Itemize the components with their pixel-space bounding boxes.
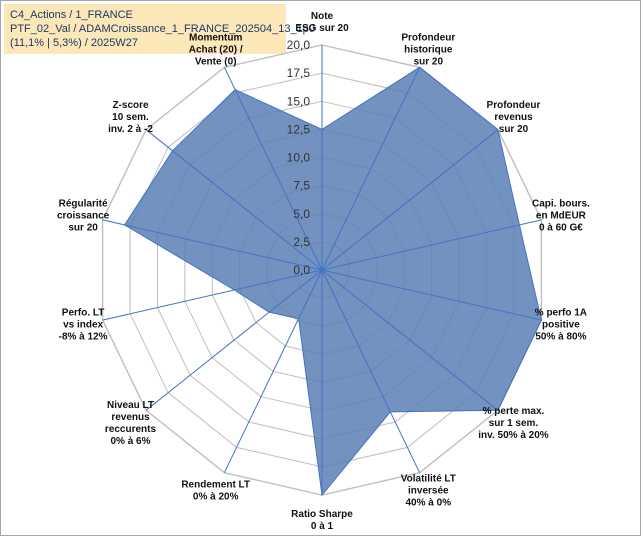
axis-spoke-9 xyxy=(223,269,323,473)
info-line-2: PTF_02_Val / ADAMCroissance_1_FRANCE_202… xyxy=(10,23,315,35)
axis-spoke-4 xyxy=(321,219,542,271)
axis-spoke-14 xyxy=(223,67,323,271)
axis-label-line: -8% à 12% xyxy=(59,332,108,343)
axis-label-line: Rendement LT xyxy=(181,480,250,491)
axis-label-line: Profondeur xyxy=(401,32,455,43)
axis-label-line: % perte max. xyxy=(483,406,545,417)
tick-label: 5,0 xyxy=(293,207,310,221)
axis-label-line: Achat (20) / xyxy=(189,44,243,55)
tick-label: 10,0 xyxy=(287,151,311,165)
axis-label-line: 40% à 0% xyxy=(406,498,452,509)
axis-label-3: Profondeur revenus sur 20 xyxy=(487,100,541,135)
axis-label-line: inv. 50% à 20% xyxy=(478,430,549,441)
axis-label-line: sur 20 xyxy=(414,56,444,67)
axis-label-line: sur 1 sem. xyxy=(489,418,539,429)
axis-label-line: Note xyxy=(311,11,334,22)
axis-label-2: Profondeur historique sur 20 xyxy=(401,32,455,67)
radar-ticks: 0,0 2,5 5,0 7,5 10,0 12,5 15,0 17,5 20,0 xyxy=(287,38,311,277)
axis-label-line: en MdEUR xyxy=(536,211,587,222)
axis-label-line: croissance xyxy=(57,211,110,222)
axis-spoke-5 xyxy=(321,269,542,321)
axis-label-10: Niveau LT revenus reccurents 0% à 6% xyxy=(105,400,157,447)
axis-label-line: Ratio Sharpe xyxy=(291,509,353,520)
axis-spoke-2 xyxy=(321,67,421,271)
axis-label-line: ESG sur 20 xyxy=(295,23,349,34)
axis-label-line: Capi. bours. xyxy=(532,199,590,210)
axis-label-13: Z-score 10 sem. inv. 2 à -2 xyxy=(108,100,153,135)
info-line-3: (11,1% | 5,3%) / 2025W27 xyxy=(10,37,138,49)
axis-label-line: Profondeur xyxy=(487,100,541,111)
axis-label-line: Z-score xyxy=(112,100,149,111)
axis-label-5: % perfo 1A positive 50% à 80% xyxy=(535,308,587,343)
info-line-1: C4_Actions / 1_FRANCE xyxy=(10,9,133,21)
tick-label: 15,0 xyxy=(287,94,311,108)
axis-label-6: % perte max. sur 1 sem. inv. 50% à 20% xyxy=(478,406,549,441)
axis-label-line: Momentum xyxy=(189,32,242,43)
axis-spoke-7 xyxy=(321,269,421,473)
axis-label-9: Rendement LT 0% à 20% xyxy=(181,480,250,503)
axis-label-line: Vente (0) xyxy=(195,56,237,67)
tick-label: 20,0 xyxy=(287,38,311,52)
axis-label-line: % perfo 1A xyxy=(535,308,587,319)
tick-label: 12,5 xyxy=(287,122,311,136)
axis-label-line: historique xyxy=(404,44,453,55)
axis-label-12: Régularité croissance sur 20 xyxy=(57,199,110,234)
axis-label-1: Note ESG sur 20 xyxy=(295,11,349,34)
axis-label-line: reccurents xyxy=(105,424,157,435)
axis-label-line: Niveau LT xyxy=(107,400,154,411)
axis-label-line: positive xyxy=(542,320,580,331)
axis-label-line: 0% à 20% xyxy=(193,492,239,503)
axis-label-line: Volatilité LT xyxy=(401,474,456,485)
info-box: C4_Actions / 1_FRANCE PTF_02_Val / ADAMC… xyxy=(4,4,315,54)
axis-label-line: revenus xyxy=(494,112,533,123)
axis-label-line: 0% à 6% xyxy=(110,436,150,447)
axis-spoke-6 xyxy=(321,269,499,411)
axis-label-14: Momentum Achat (20) / Vente (0) xyxy=(189,32,243,67)
axis-label-11: Perfo. LT vs index -8% à 12% xyxy=(59,308,108,343)
tick-label: 0,0 xyxy=(293,263,310,277)
axis-label-7: Volatilité LT inversée 40% à 0% xyxy=(401,474,456,509)
axis-label-line: 50% à 80% xyxy=(535,332,586,343)
axis-label-line: 10 sem. xyxy=(112,112,149,123)
tick-label: 17,5 xyxy=(287,66,311,80)
axis-label-line: revenus xyxy=(111,412,150,423)
axis-spoke-12 xyxy=(102,219,323,271)
radar-data xyxy=(102,45,542,497)
axis-label-line: 0 à 1 xyxy=(311,521,334,532)
axis-label-line: Perfo. LT xyxy=(62,308,105,319)
axis-label-line: sur 20 xyxy=(68,223,98,234)
axis-label-4: Capi. bours. en MdEUR 0 à 60 G€ xyxy=(532,199,590,234)
axis-spoke-13 xyxy=(145,129,323,271)
axis-label-8: Ratio Sharpe 0 à 1 xyxy=(291,509,353,532)
axis-label-line: inversée xyxy=(408,486,449,497)
tick-label: 2,5 xyxy=(293,235,310,249)
axis-label-line: inv. 2 à -2 xyxy=(108,124,153,135)
tick-label: 7,5 xyxy=(293,179,310,193)
axis-spoke-10 xyxy=(145,269,323,411)
axis-label-line: sur 20 xyxy=(499,124,529,135)
axis-label-line: vs index xyxy=(63,320,103,331)
axis-label-line: 0 à 60 G€ xyxy=(539,223,583,234)
axis-label-line: Régularité xyxy=(59,199,108,210)
axis-spoke-11 xyxy=(102,269,323,321)
axis-spoke-3 xyxy=(321,129,499,271)
